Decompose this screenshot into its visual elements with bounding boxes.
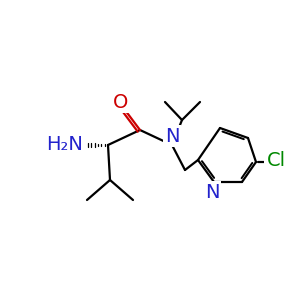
Text: Cl: Cl <box>266 151 286 169</box>
Text: N: N <box>165 127 179 146</box>
Text: O: O <box>113 92 129 112</box>
Text: N: N <box>205 182 219 202</box>
Text: H₂N: H₂N <box>46 136 83 154</box>
